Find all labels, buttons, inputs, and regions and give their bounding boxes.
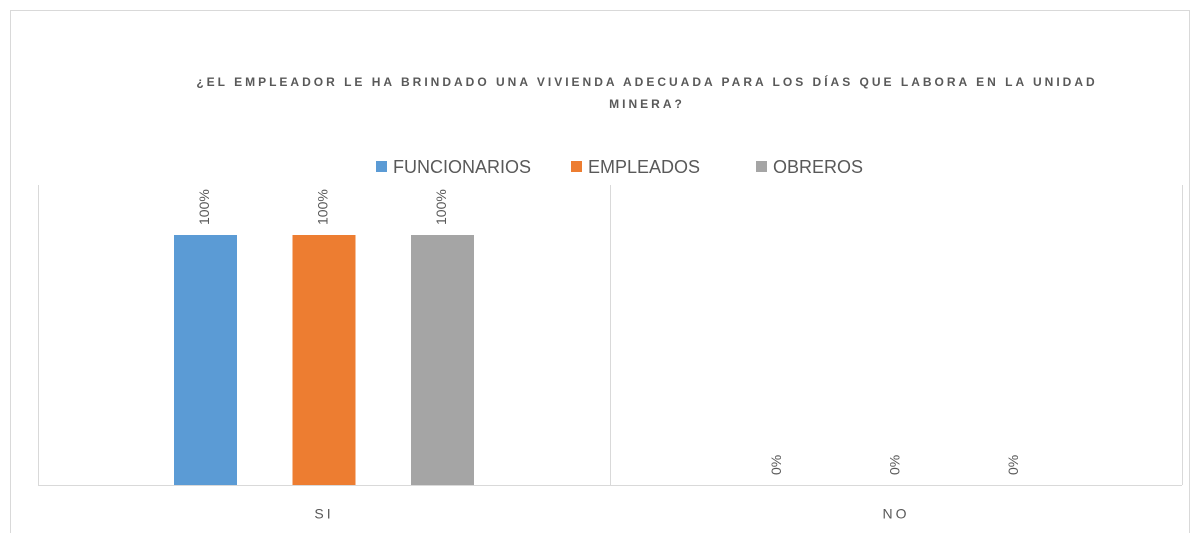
legend-swatch bbox=[756, 161, 767, 172]
bar bbox=[411, 235, 474, 485]
data-label: 100% bbox=[315, 189, 331, 225]
chart-border bbox=[10, 10, 1190, 533]
chart-title: ¿EL EMPLEADOR LE HA BRINDADO UNA VIVIEND… bbox=[196, 74, 1097, 111]
data-label: 100% bbox=[433, 189, 449, 225]
bar bbox=[174, 235, 237, 485]
data-label: 0% bbox=[1005, 455, 1021, 475]
data-label: 0% bbox=[887, 455, 903, 475]
legend-label: OBREROS bbox=[773, 157, 863, 177]
bar bbox=[292, 235, 356, 485]
legend-swatch bbox=[376, 161, 387, 172]
data-label: 100% bbox=[196, 189, 212, 225]
x-tick-label: NO bbox=[883, 506, 910, 522]
legend-label: EMPLEADOS bbox=[588, 157, 700, 177]
data-label: 0% bbox=[768, 455, 784, 475]
legend-label: FUNCIONARIOS bbox=[393, 157, 531, 177]
legend-swatch bbox=[571, 161, 582, 172]
x-tick-label: SI bbox=[314, 506, 333, 522]
